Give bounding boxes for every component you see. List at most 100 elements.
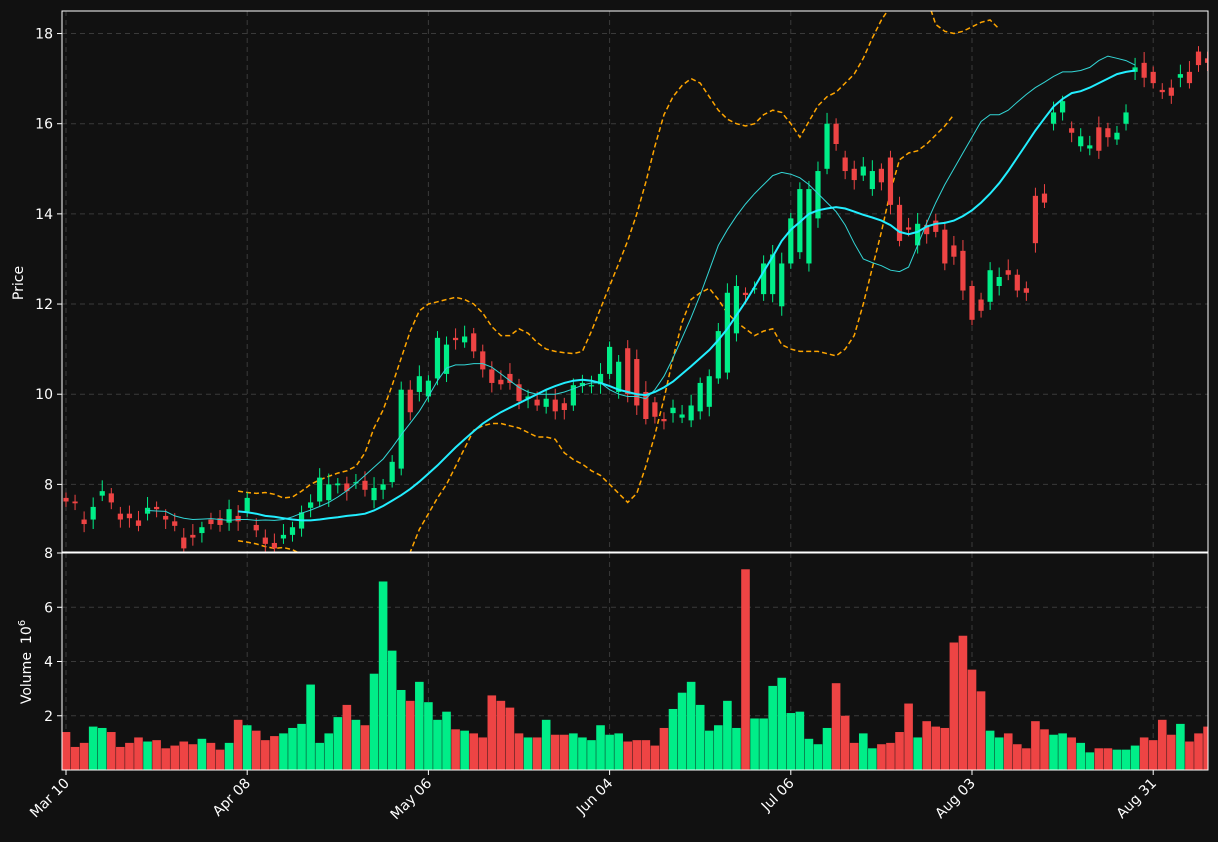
price-y-ticks: 8 10 12 14 16 18 [35, 27, 62, 493]
volume-bar [714, 725, 723, 770]
volume-bar [695, 704, 705, 770]
volume-bar [378, 581, 388, 770]
candle-body [117, 513, 123, 520]
candle-body [942, 229, 948, 264]
candle-body [271, 542, 277, 549]
volume-axis-title: Volume 106 [17, 620, 35, 704]
price-tick-label: 12 [35, 297, 53, 313]
volume-bar [659, 727, 669, 770]
volume-bar [1130, 745, 1140, 770]
candle-body [525, 396, 531, 399]
candle-body [534, 399, 540, 406]
volume-bar [1085, 752, 1095, 770]
candle-body [670, 407, 676, 414]
volume-bar [1058, 733, 1067, 770]
candle-body [507, 373, 513, 383]
volume-bar [1148, 740, 1158, 770]
volume-tick-label: 4 [44, 655, 53, 671]
volume-bar [215, 749, 225, 770]
volume-bar [1139, 737, 1149, 770]
moving-averages [147, 55, 1136, 522]
candle-body [452, 337, 459, 341]
volume-bar [1167, 734, 1176, 770]
candle-body [90, 506, 96, 520]
volume-bar [1013, 744, 1022, 770]
volume-bar [107, 732, 116, 770]
volume-bar [134, 737, 143, 770]
price-axis-title: Price [11, 266, 27, 300]
candle-body [1005, 270, 1011, 275]
candle-body [1078, 136, 1084, 147]
candle-body [289, 527, 296, 535]
volume-bar [451, 729, 460, 770]
volume-bar [1185, 741, 1194, 770]
volume-bar [777, 677, 787, 770]
volume-bar [886, 742, 895, 770]
volume-bar [224, 742, 234, 770]
candle-body [135, 520, 142, 526]
candle-body [597, 373, 604, 385]
volume-bars [62, 569, 1208, 770]
candle-body [634, 359, 640, 406]
volume-bar [840, 715, 850, 770]
volume-tick-label: 8 [44, 546, 53, 562]
volume-bar [1203, 726, 1208, 770]
candle-body [471, 333, 477, 352]
candle-body [371, 487, 377, 501]
candle-body [1014, 274, 1020, 291]
volume-bar [116, 746, 125, 770]
volume-bar [261, 740, 270, 770]
volume-bar [1031, 721, 1040, 770]
volume-tick-label: 6 [44, 600, 53, 616]
candle-body [570, 385, 576, 406]
candle-body [398, 389, 404, 469]
volume-bar [822, 727, 832, 770]
candle-body [425, 380, 431, 397]
candle-body [1041, 193, 1048, 203]
volume-bar [967, 669, 977, 770]
volume-bar [868, 748, 877, 770]
candle-body [1150, 71, 1156, 84]
candle-body [969, 286, 975, 320]
volume-bar [985, 730, 995, 770]
candle-body [924, 225, 930, 235]
volume-bar [940, 727, 950, 770]
candle-body [226, 509, 232, 523]
price-tick-label: 14 [35, 207, 53, 223]
candle-body [1123, 112, 1129, 124]
volume-bar [360, 725, 370, 770]
candle-body [878, 168, 884, 183]
candle-body [1087, 145, 1093, 149]
candle-body [1096, 127, 1102, 151]
volume-bar [922, 721, 931, 770]
volume-bar [786, 713, 796, 770]
candle-body [706, 376, 712, 407]
candle-body [317, 477, 323, 502]
candle-body [960, 250, 966, 291]
volume-tick-label: 2 [44, 709, 53, 725]
candle-body [1204, 58, 1208, 63]
volume-bar [650, 745, 660, 770]
volume-bar [904, 703, 913, 770]
candle-body [1023, 288, 1029, 293]
volume-bar [1040, 729, 1049, 770]
volume-bar [550, 734, 560, 770]
volume-bar [578, 737, 587, 770]
volume-bar [677, 692, 687, 770]
candle-body [489, 369, 495, 383]
candle-body [81, 519, 87, 525]
candle-body [715, 331, 721, 379]
candle-body [887, 157, 894, 205]
candle-body [1105, 128, 1111, 138]
candle-body [1141, 62, 1147, 78]
candle-body [190, 534, 196, 538]
volume-bar [469, 733, 478, 770]
candle-body [779, 263, 785, 307]
volume-bar [206, 742, 216, 770]
candle-body [1177, 74, 1183, 78]
volume-bar [387, 650, 397, 770]
volume-bar [342, 704, 352, 770]
candle-body [443, 344, 450, 374]
volume-bar [88, 726, 98, 770]
candle-body [72, 501, 78, 504]
